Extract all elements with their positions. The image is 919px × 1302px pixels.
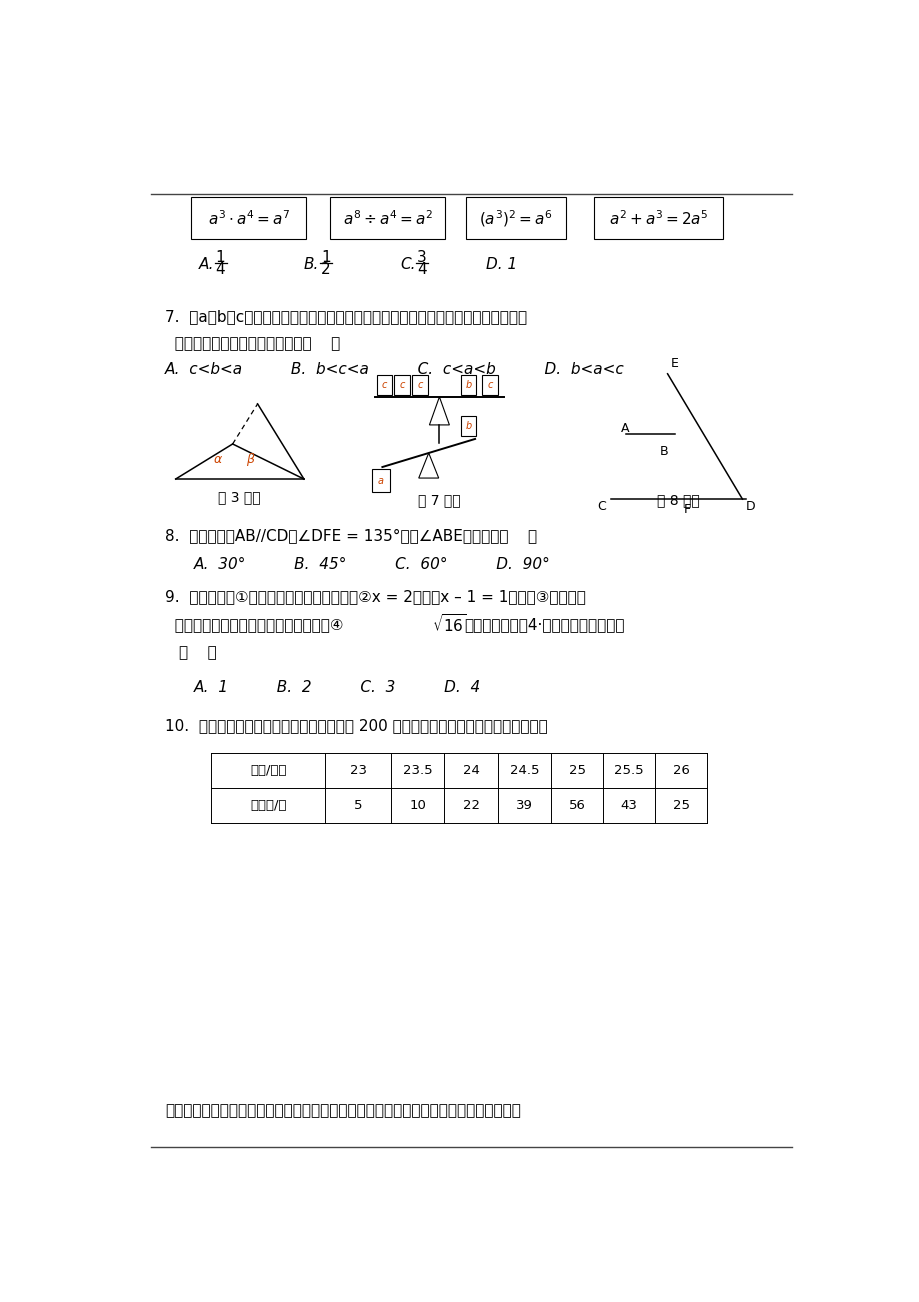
FancyBboxPatch shape — [371, 469, 389, 492]
Text: A.  1          B.  2          C.  3          D.  4: A. 1 B. 2 C. 3 D. 4 — [193, 680, 480, 695]
Text: $(a^3)^2 = a^6$: $(a^3)^2 = a^6$ — [479, 208, 552, 229]
Text: 39: 39 — [516, 799, 532, 812]
Text: 23.5: 23.5 — [403, 764, 432, 777]
FancyBboxPatch shape — [412, 375, 427, 395]
Text: 10: 10 — [409, 799, 425, 812]
Text: 56: 56 — [568, 799, 584, 812]
FancyBboxPatch shape — [465, 198, 566, 240]
Text: 24: 24 — [462, 764, 479, 777]
Text: $\alpha$: $\alpha$ — [213, 453, 223, 466]
Text: 第 3 题图: 第 3 题图 — [218, 490, 261, 504]
Text: 第 8 题图: 第 8 题图 — [656, 493, 698, 506]
Text: 43: 43 — [620, 799, 637, 812]
Text: A.: A. — [199, 256, 214, 272]
Text: c: c — [487, 380, 493, 389]
Text: 销售量/双: 销售量/双 — [250, 799, 286, 812]
Text: b: b — [465, 380, 471, 389]
Text: D: D — [745, 500, 755, 513]
Text: D. 1: D. 1 — [485, 256, 516, 272]
Text: $\beta$: $\beta$ — [245, 450, 255, 467]
Text: E: E — [670, 357, 678, 370]
FancyBboxPatch shape — [460, 375, 476, 395]
Text: 1: 1 — [215, 250, 225, 266]
Text: C: C — [597, 500, 606, 513]
Text: $a^3\cdot a^4 = a^7$: $a^3\cdot a^4 = a^7$ — [208, 210, 289, 228]
Text: b: b — [465, 421, 471, 431]
Text: 2: 2 — [321, 262, 331, 277]
Text: 体的质量从小到大排序正确的是（    ）: 体的质量从小到大排序正确的是（ ） — [165, 336, 340, 352]
Text: 的算术平方根是4·其中真命题的个数有: 的算术平方根是4·其中真命题的个数有 — [464, 617, 624, 631]
Text: 22: 22 — [462, 799, 479, 812]
Text: B.: B. — [303, 256, 319, 272]
FancyBboxPatch shape — [460, 415, 476, 436]
Text: C.: C. — [400, 256, 415, 272]
Text: c: c — [381, 380, 387, 389]
Text: 第 7 题图: 第 7 题图 — [417, 493, 460, 506]
FancyBboxPatch shape — [191, 198, 306, 240]
Text: 7.  设a、b、c表示三种不同物体的质量，用天杆称两次，情况如图所示，则这三种物: 7. 设a、b、c表示三种不同物体的质量，用天杆称两次，情况如图所示，则这三种物 — [165, 309, 527, 324]
Text: a: a — [377, 475, 383, 486]
Text: 5: 5 — [354, 799, 362, 812]
Text: 8.  如图，已知AB//CD，∠DFE = 135°，则∠ABE的度数为（    ）: 8. 如图，已知AB//CD，∠DFE = 135°，则∠ABE的度数为（ ） — [165, 527, 537, 543]
Text: 24.5: 24.5 — [509, 764, 539, 777]
Text: c: c — [417, 380, 423, 389]
Text: A.  c<b<a          B.  b<c<a          C.  c<a<b          D.  b<a<c: A. c<b<a B. b<c<a C. c<a<b D. b<a<c — [165, 362, 624, 378]
Polygon shape — [429, 397, 448, 424]
Text: 一般来讲，鞋店老板比较关心哪种尺码的鞋最畅销，也就是关心卖出的鞋的尺码组成的一: 一般来讲，鞋店老板比较关心哪种尺码的鞋最畅销，也就是关心卖出的鞋的尺码组成的一 — [165, 1103, 520, 1118]
FancyBboxPatch shape — [330, 198, 445, 240]
Text: 25: 25 — [568, 764, 584, 777]
Text: （    ）: （ ） — [179, 644, 217, 660]
FancyBboxPatch shape — [376, 375, 391, 395]
Text: 4: 4 — [215, 262, 225, 277]
Text: $\sqrt{16}$: $\sqrt{16}$ — [431, 613, 466, 635]
Text: A.  30°          B.  45°          C.  60°          D.  90°: A. 30° B. 45° C. 60° D. 90° — [193, 557, 550, 572]
Polygon shape — [418, 453, 438, 478]
Text: 26: 26 — [672, 764, 689, 777]
FancyBboxPatch shape — [394, 375, 410, 395]
Text: 4: 4 — [416, 262, 425, 277]
Text: 23: 23 — [349, 764, 367, 777]
Text: $a^8 \div a^4 = a^2$: $a^8 \div a^4 = a^2$ — [343, 210, 432, 228]
Text: c: c — [399, 380, 404, 389]
Text: 1: 1 — [321, 250, 331, 266]
Text: 10.  一家鞋店在一段时间内销售了某种男鞋 200 双，各种尺码鞋的销售量如下表所示：: 10. 一家鞋店在一段时间内销售了某种男鞋 200 双，各种尺码鞋的销售量如下表… — [165, 719, 547, 733]
Text: F: F — [683, 503, 690, 516]
Text: A: A — [620, 422, 629, 435]
Text: 9.  下列命题：①圆周角等于圆心角的一半；②x = 2是方程x – 1 = 1的解；③平行四边: 9. 下列命题：①圆周角等于圆心角的一半；②x = 2是方程x – 1 = 1的… — [165, 589, 585, 604]
FancyBboxPatch shape — [482, 375, 497, 395]
FancyBboxPatch shape — [594, 198, 722, 240]
Text: 25.5: 25.5 — [614, 764, 643, 777]
Text: 形既是中心对称图形又是周对称图形；④: 形既是中心对称图形又是周对称图形；④ — [165, 617, 343, 631]
Text: $a^2 + a^3 = 2a^5$: $a^2 + a^3 = 2a^5$ — [608, 210, 708, 228]
Text: 3: 3 — [416, 250, 426, 266]
Text: 尺码/厘米: 尺码/厘米 — [250, 764, 286, 777]
Text: 25: 25 — [672, 799, 689, 812]
Text: B: B — [659, 445, 667, 458]
